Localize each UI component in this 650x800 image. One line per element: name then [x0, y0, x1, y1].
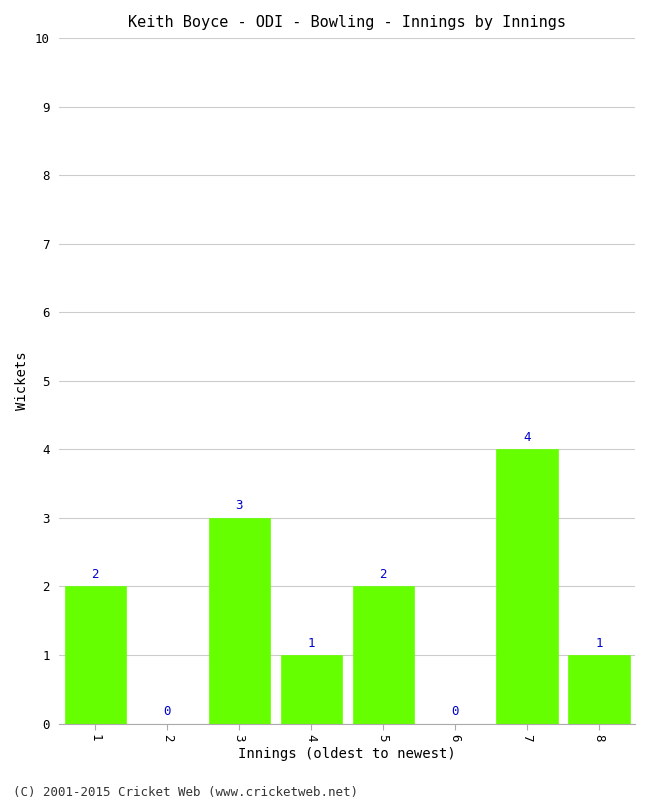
Text: 4: 4 [523, 431, 531, 444]
Bar [209, 518, 270, 723]
Text: 3: 3 [235, 499, 243, 513]
Text: 1: 1 [307, 637, 315, 650]
Text: 2: 2 [92, 568, 99, 581]
Text: 1: 1 [595, 637, 603, 650]
Bar [352, 586, 413, 723]
X-axis label: Innings (oldest to newest): Innings (oldest to newest) [239, 747, 456, 761]
Bar [569, 655, 630, 723]
Text: 2: 2 [380, 568, 387, 581]
Y-axis label: Wickets: Wickets [15, 351, 29, 410]
Bar [65, 586, 126, 723]
Text: 0: 0 [164, 705, 171, 718]
Text: 0: 0 [451, 705, 459, 718]
Text: (C) 2001-2015 Cricket Web (www.cricketweb.net): (C) 2001-2015 Cricket Web (www.cricketwe… [13, 786, 358, 799]
Bar [497, 450, 558, 723]
Title: Keith Boyce - ODI - Bowling - Innings by Innings: Keith Boyce - ODI - Bowling - Innings by… [128, 15, 566, 30]
Bar [281, 655, 342, 723]
